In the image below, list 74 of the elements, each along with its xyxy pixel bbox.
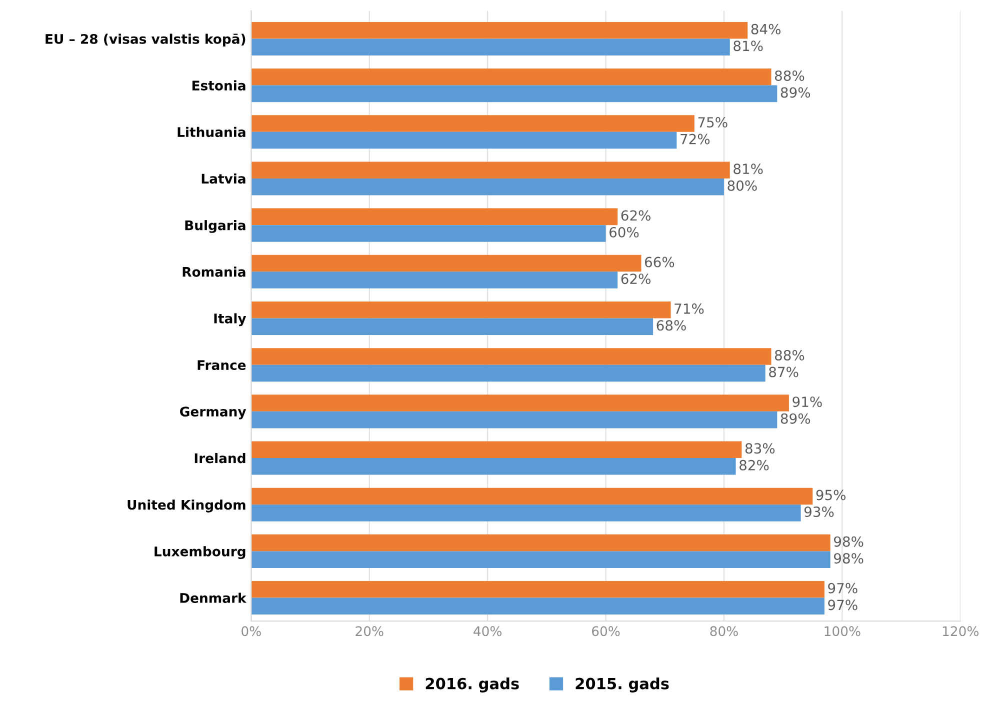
- legend-label: 2016. gads: [426, 678, 519, 692]
- bar: [251, 458, 736, 475]
- data-label: 87%: [769, 366, 798, 378]
- y-tick-label: France: [198, 360, 246, 370]
- bar: [251, 504, 801, 522]
- data-label: 66%: [644, 256, 674, 268]
- bar: [251, 208, 618, 226]
- legend-label: 2015. gads: [576, 678, 669, 692]
- data-label: 82%: [740, 460, 769, 470]
- data-label: 88%: [774, 70, 804, 81]
- bar: [251, 534, 830, 552]
- bar: [251, 441, 742, 458]
- data-label: 88%: [774, 350, 804, 360]
- x-tick-label: 80%: [710, 626, 738, 636]
- data-label: 97%: [828, 600, 858, 610]
- y-tick-label: Italy: [214, 313, 246, 326]
- bar: [251, 162, 730, 178]
- y-tick-label: Estonia: [192, 80, 246, 91]
- bar: [251, 85, 778, 102]
- y-tick-label: Germany: [180, 406, 246, 420]
- bar: [251, 115, 694, 132]
- x-tick-label: 0%: [242, 626, 261, 636]
- bar: [251, 364, 766, 382]
- bar: [251, 225, 606, 242]
- data-label: 98%: [834, 553, 864, 564]
- y-tick-label: Romania: [182, 266, 246, 277]
- data-label: 80%: [728, 180, 757, 191]
- bar: [251, 272, 618, 288]
- bar: [251, 318, 654, 336]
- data-label: 60%: [610, 226, 639, 238]
- bar: [251, 301, 671, 318]
- data-label: 81%: [734, 164, 763, 174]
- x-tick-label: 100%: [824, 626, 860, 636]
- bar: [251, 348, 772, 365]
- bar: [251, 551, 830, 568]
- x-tick-label: 20%: [356, 626, 384, 636]
- data-label: 68%: [656, 320, 686, 331]
- bar: [251, 68, 772, 86]
- y-tick-label: United Kingdom: [128, 500, 246, 512]
- bar: [251, 38, 730, 56]
- y-tick-label: Ireland: [194, 453, 246, 464]
- bar: [251, 132, 677, 149]
- y-tick-label: Bulgaria: [185, 220, 246, 233]
- y-tick-label: EU – 28 (visas valstis kopā): [46, 34, 246, 46]
- bar: [251, 411, 778, 428]
- data-label: 95%: [816, 490, 846, 500]
- data-label: 89%: [780, 87, 810, 98]
- data-label: 62%: [621, 210, 650, 221]
- data-label: 72%: [680, 134, 710, 144]
- y-tick-label: Luxembourg: [154, 546, 246, 560]
- y-tick-label: Denmark: [180, 592, 247, 603]
- y-tick-label: Lithuania: [178, 126, 246, 138]
- bar: [251, 488, 813, 505]
- data-label: 89%: [780, 413, 810, 424]
- data-label: 93%: [804, 506, 834, 518]
- data-label: 83%: [745, 443, 775, 454]
- bar: [251, 178, 724, 196]
- bar: [251, 581, 824, 598]
- data-label: 91%: [792, 396, 822, 408]
- bar: [251, 254, 642, 272]
- data-label: 75%: [698, 117, 728, 128]
- data-label: 62%: [621, 274, 650, 284]
- data-label: 84%: [751, 24, 780, 34]
- bar: [251, 22, 748, 39]
- bar: [251, 394, 789, 412]
- x-tick-label: 60%: [592, 626, 620, 636]
- data-label: 71%: [674, 303, 704, 314]
- x-tick-label: 120%: [942, 626, 979, 636]
- bar: [251, 598, 824, 615]
- data-label: 81%: [734, 40, 763, 52]
- data-label: 97%: [828, 582, 858, 594]
- x-tick-label: 40%: [474, 626, 502, 636]
- data-label: 98%: [834, 536, 864, 547]
- y-tick-label: Latvia: [202, 173, 246, 184]
